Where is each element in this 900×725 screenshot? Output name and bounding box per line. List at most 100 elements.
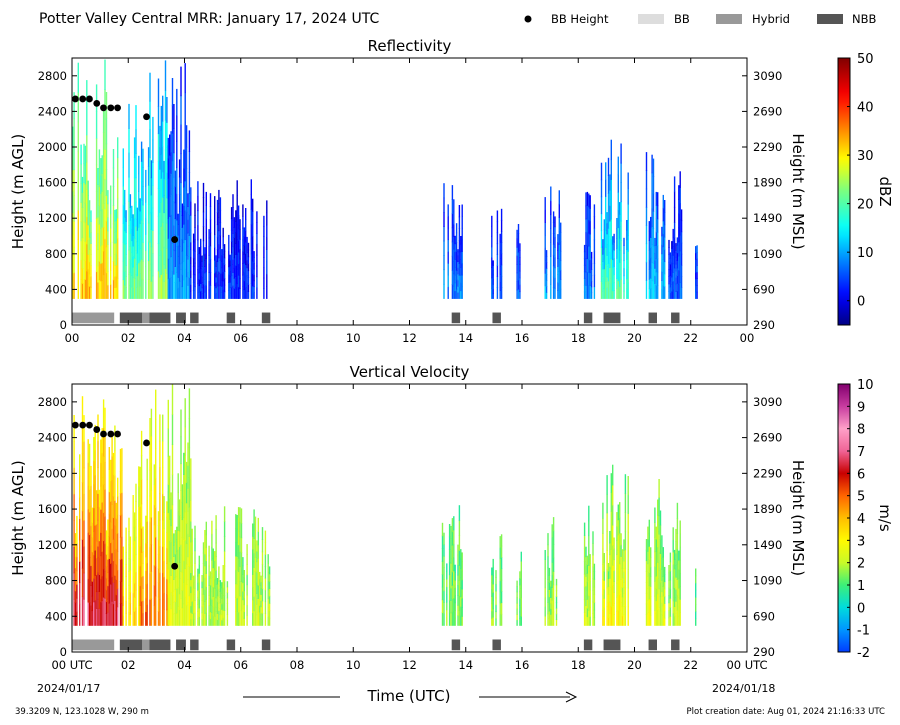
echo-cell <box>453 529 455 544</box>
echo-cell <box>557 258 559 267</box>
echo-cell <box>211 586 213 600</box>
echo-cell <box>178 593 181 610</box>
echo-cell <box>236 570 238 585</box>
echo-cell <box>108 536 110 559</box>
echo-cell <box>236 180 238 196</box>
echo-cell <box>149 495 151 523</box>
echo-cell <box>252 523 254 537</box>
echo-cell <box>623 290 625 299</box>
colorbar-tick-label: 5 <box>857 490 865 505</box>
echo-cell <box>590 263 593 270</box>
echo-cell <box>139 273 141 287</box>
echo-cell <box>554 226 556 238</box>
echo-cell <box>461 579 463 590</box>
echo-cell <box>612 236 614 245</box>
echo-cell <box>461 204 463 217</box>
echo-cell <box>178 263 181 282</box>
echo-cell <box>555 607 558 615</box>
echo-cell <box>202 542 205 554</box>
echo-cell <box>164 149 167 180</box>
echo-cell <box>499 558 501 570</box>
echo-cell <box>583 612 586 626</box>
echo-cell <box>114 600 116 626</box>
echo-cell <box>129 547 132 560</box>
echo-cell <box>164 209 167 240</box>
echo-cell <box>441 535 444 549</box>
echo-cell <box>669 579 672 590</box>
echo-cell <box>678 270 680 285</box>
echo-cell <box>606 550 608 570</box>
echo-cell <box>215 260 217 267</box>
echo-cell <box>117 197 119 219</box>
echo-cell <box>627 204 629 221</box>
echo-cell <box>173 201 175 226</box>
echo-cell <box>233 267 236 279</box>
echo-cell <box>174 282 177 299</box>
echo-cell <box>197 568 199 577</box>
echo-cell <box>219 597 222 604</box>
echo-cell <box>229 282 231 288</box>
echo-cell <box>184 398 186 428</box>
echo-cell <box>218 230 220 245</box>
x-tick-label: 00 <box>65 331 80 345</box>
echo-cell <box>654 237 656 246</box>
echo-cell <box>202 583 205 595</box>
echo-cell <box>140 600 143 626</box>
echo-cell <box>208 229 210 239</box>
echo-cell <box>72 276 74 299</box>
echo-cell <box>87 195 89 211</box>
echo-cell <box>612 267 614 276</box>
echo-cell <box>178 562 181 579</box>
echo-cell <box>679 533 681 548</box>
echo-cell <box>453 285 455 299</box>
echo-cell <box>253 567 255 583</box>
echo-cell <box>443 255 445 271</box>
echo-cell <box>676 290 679 299</box>
echo-cell <box>495 604 497 613</box>
x-tick-label: 12 <box>402 658 417 672</box>
echo-cell <box>147 241 150 262</box>
echo-cell <box>454 579 456 588</box>
echo-cell <box>73 520 75 547</box>
echo-cell <box>676 564 679 580</box>
echo-cell <box>76 515 78 531</box>
echo-cell <box>447 227 449 241</box>
echo-cell <box>171 270 174 299</box>
echo-cell <box>221 286 223 293</box>
echo-cell <box>652 176 655 195</box>
echo-cell <box>671 241 673 249</box>
echo-cell <box>619 502 621 519</box>
echo-cell <box>180 598 182 626</box>
x-tick-label: 14 <box>458 331 473 345</box>
echo-cell <box>122 148 124 168</box>
echo-cell <box>149 443 151 471</box>
echo-cell <box>261 551 264 565</box>
echo-cell <box>170 277 172 299</box>
echo-cell <box>661 569 663 581</box>
echo-cell <box>223 536 226 552</box>
echo-cell <box>132 560 134 577</box>
colorbar-label: dBZ <box>876 176 894 206</box>
echo-cell <box>108 447 110 470</box>
x-tick-label: 02 <box>121 658 136 672</box>
echo-cell <box>184 268 186 299</box>
echo-cell <box>219 285 222 299</box>
echo-cell <box>190 270 192 278</box>
echo-cell <box>185 482 188 504</box>
y-tick-label: 2400 <box>38 104 67 118</box>
echo-cell <box>254 598 257 613</box>
echo-cell <box>131 252 133 265</box>
echo-cell <box>454 251 456 260</box>
echo-cell <box>668 239 670 248</box>
echo-cell <box>110 459 112 482</box>
echo-cell <box>609 267 611 284</box>
echo-cell <box>613 241 615 251</box>
echo-cell <box>176 246 178 273</box>
echo-cell <box>680 276 683 288</box>
echo-cell <box>171 133 174 162</box>
colorbar-tick-label: 8 <box>857 423 865 438</box>
bb-type-segment <box>492 639 501 651</box>
echo-cell <box>586 590 589 600</box>
echo-cell <box>119 603 122 626</box>
echo-cell <box>253 509 255 525</box>
